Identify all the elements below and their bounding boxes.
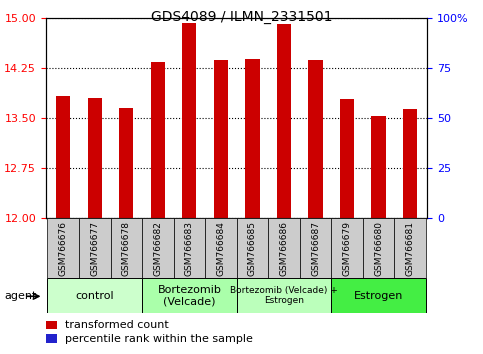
Bar — [56, 96, 71, 218]
Bar — [46, 321, 57, 329]
Bar — [268, 218, 300, 278]
Bar — [47, 218, 79, 278]
Bar — [88, 98, 102, 218]
Text: GSM766680: GSM766680 — [374, 221, 383, 276]
Text: GSM766676: GSM766676 — [59, 221, 68, 276]
Text: GSM766678: GSM766678 — [122, 221, 131, 276]
Text: control: control — [75, 291, 114, 301]
Bar — [173, 218, 205, 278]
Bar — [119, 108, 133, 218]
Text: percentile rank within the sample: percentile rank within the sample — [65, 333, 253, 344]
Bar — [371, 116, 385, 218]
Bar — [214, 60, 228, 218]
Text: Bortezomib
(Velcade): Bortezomib (Velcade) — [157, 285, 221, 307]
Text: GDS4089 / ILMN_2331501: GDS4089 / ILMN_2331501 — [151, 10, 332, 24]
Bar — [277, 24, 291, 218]
Text: GSM766679: GSM766679 — [342, 221, 352, 276]
Text: GSM766677: GSM766677 — [90, 221, 99, 276]
Text: GSM766683: GSM766683 — [185, 221, 194, 276]
Text: Estrogen: Estrogen — [354, 291, 403, 301]
Text: GSM766687: GSM766687 — [311, 221, 320, 276]
Bar — [363, 218, 394, 278]
Bar — [237, 218, 268, 278]
Bar — [340, 99, 354, 218]
Bar — [394, 218, 426, 278]
Bar — [403, 109, 417, 218]
Bar — [47, 278, 142, 313]
Bar — [46, 334, 57, 343]
Text: GSM766686: GSM766686 — [280, 221, 288, 276]
Bar — [309, 60, 323, 218]
Text: Bortezomib (Velcade) +
Estrogen: Bortezomib (Velcade) + Estrogen — [230, 286, 338, 305]
Text: GSM766684: GSM766684 — [216, 221, 226, 276]
Bar — [151, 62, 165, 218]
Bar — [245, 59, 259, 218]
Bar — [111, 218, 142, 278]
Bar — [331, 278, 426, 313]
Text: GSM766681: GSM766681 — [406, 221, 414, 276]
Bar — [142, 278, 237, 313]
Bar — [142, 218, 173, 278]
Bar — [331, 218, 363, 278]
Text: agent: agent — [5, 291, 37, 301]
Bar — [237, 278, 331, 313]
Bar — [182, 23, 197, 218]
Text: GSM766682: GSM766682 — [153, 221, 162, 276]
Bar — [300, 218, 331, 278]
Bar — [205, 218, 237, 278]
Text: transformed count: transformed count — [65, 320, 169, 330]
Bar — [79, 218, 111, 278]
Text: GSM766685: GSM766685 — [248, 221, 257, 276]
